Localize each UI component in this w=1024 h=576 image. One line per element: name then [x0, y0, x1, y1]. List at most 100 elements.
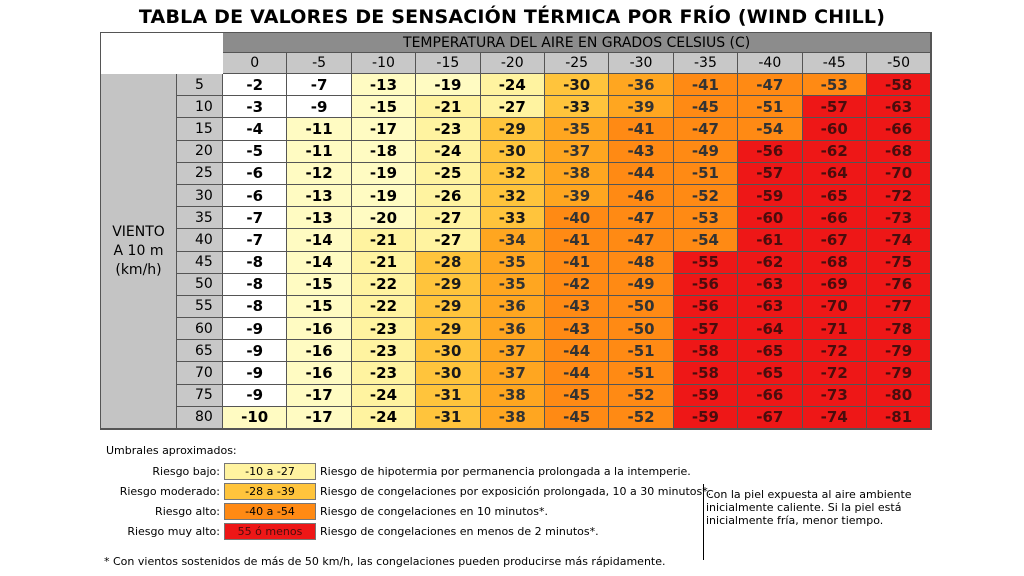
wind-speed-row-header: 15 — [177, 118, 223, 141]
wind-chill-cell: -21 — [416, 96, 481, 119]
wind-chill-cell: -75 — [866, 251, 932, 274]
wind-speed-row-header: 60 — [177, 318, 223, 341]
wind-chill-cell: -36 — [480, 295, 545, 319]
legend-row-moderate: Riesgo moderado: -28 a -39 Riesgo de con… — [100, 482, 711, 500]
wind-chill-cell: -5 — [223, 140, 288, 163]
wind-chill-cell: -58 — [673, 340, 739, 363]
wind-chill-cell: -43 — [544, 318, 610, 341]
wind-speed-row-header: 55 — [177, 295, 223, 319]
wind-chill-cell: -29 — [416, 273, 481, 296]
wind-chill-cell: -56 — [738, 140, 803, 163]
wind-chill-cell: -10 — [223, 406, 288, 429]
wind-chill-cell: -30 — [544, 74, 610, 97]
wind-chill-cell: -35 — [480, 251, 545, 274]
wind-chill-cell: -30 — [480, 140, 545, 163]
wind-chill-cell: -37 — [544, 140, 610, 163]
wind-chill-cell: -43 — [544, 295, 610, 319]
wind-chill-cell: -52 — [609, 406, 674, 429]
legend-label: Riesgo moderado: — [119, 484, 220, 498]
legend-description: Riesgo de congelaciones en 10 minutos*. — [320, 504, 548, 518]
wind-speed-row-header: 35 — [177, 207, 223, 230]
wind-chill-cell: -33 — [544, 96, 610, 119]
wind-chill-cell: -72 — [802, 362, 867, 385]
wind-chill-cell: -29 — [416, 318, 481, 341]
wind-chill-cell: -13 — [287, 184, 352, 208]
wind-chill-cell: -56 — [673, 295, 739, 319]
wind-chill-cell: -7 — [223, 207, 288, 230]
wind-chill-cell: -30 — [416, 362, 481, 385]
footnote: * Con vientos sostenidos de más de 50 km… — [104, 555, 666, 568]
wind-chill-cell: -54 — [673, 229, 739, 252]
wind-chill-cell: -32 — [480, 184, 545, 208]
wind-speed-row-header: 50 — [177, 273, 223, 296]
wind-chill-cell: -29 — [480, 118, 545, 141]
legend-swatch: 55 ó menos — [224, 522, 316, 540]
wind-chill-cell: -32 — [480, 162, 545, 185]
wind-chill-cell: -70 — [802, 295, 867, 319]
wind-chill-cell: -65 — [738, 362, 803, 385]
wind-chill-cell: -72 — [802, 340, 867, 363]
wind-chill-cell: -15 — [351, 96, 417, 119]
wind-chill-cell: -53 — [802, 74, 867, 97]
wind-chill-cell: -7 — [223, 229, 288, 252]
wind-label-line: (km/h) — [115, 261, 162, 278]
wind-chill-cell: -43 — [609, 140, 674, 163]
wind-chill-cell: -44 — [544, 362, 610, 385]
wind-chill-cell: -16 — [287, 362, 352, 385]
wind-label-line: A 10 m — [113, 242, 164, 259]
wind-chill-cell: -71 — [802, 318, 867, 341]
wind-label-line: VIENTO — [112, 223, 165, 240]
wind-chill-cell: -33 — [480, 207, 545, 230]
legend-description: Riesgo de congelaciones por exposición p… — [320, 484, 712, 498]
wind-chill-cell: -20 — [351, 207, 417, 230]
legend-label: Riesgo alto: — [155, 504, 220, 518]
wind-chill-cell: -66 — [866, 118, 932, 141]
wind-chill-cell: -9 — [223, 362, 288, 385]
wind-chill-cell: -9 — [223, 340, 288, 363]
wind-chill-cell: -3 — [223, 96, 288, 119]
wind-chill-cell: -18 — [351, 140, 417, 163]
wind-chill-cell: -60 — [802, 118, 867, 141]
temperature-column-header: -25 — [544, 53, 610, 74]
wind-speed-row-header: 65 — [177, 340, 223, 363]
wind-speed-row-header: 75 — [177, 384, 223, 407]
wind-chill-cell: -52 — [673, 184, 739, 208]
legend-title: Umbrales aproximados: — [106, 444, 237, 457]
wind-chill-cell: -45 — [673, 96, 739, 119]
temperature-column-header: -20 — [480, 53, 545, 74]
wind-chill-cell: -78 — [866, 318, 932, 341]
wind-chill-cell: -29 — [416, 295, 481, 319]
wind-chill-cell: -47 — [673, 118, 739, 141]
wind-chill-cell: -31 — [416, 384, 481, 407]
wind-chill-cell: -26 — [416, 184, 481, 208]
wind-chill-cell: -38 — [480, 406, 545, 429]
wind-speed-row-header: 80 — [177, 406, 223, 429]
wind-chill-cell: -31 — [416, 406, 481, 429]
wind-chill-cell: -15 — [287, 273, 352, 296]
wind-chill-cell: -74 — [802, 406, 867, 429]
wind-speed-row-header: 40 — [177, 229, 223, 252]
wind-chill-cell: -38 — [544, 162, 610, 185]
legend-description: Riesgo de hipotermia por permanencia pro… — [320, 464, 691, 478]
wind-chill-cell: -52 — [609, 384, 674, 407]
wind-chill-cell: -22 — [351, 295, 417, 319]
wind-chill-cell: -16 — [287, 340, 352, 363]
wind-chill-cell: -45 — [544, 406, 610, 429]
wind-chill-table: TEMPERATURA DEL AIRE EN GRADOS CELSIUS (… — [100, 32, 933, 430]
wind-chill-cell: -23 — [351, 340, 417, 363]
wind-chill-cell: -63 — [866, 96, 932, 119]
wind-chill-cell: -73 — [802, 384, 867, 407]
wind-chill-cell: -14 — [287, 229, 352, 252]
legend-note: Con la piel expuesta al aire ambiente in… — [706, 488, 912, 527]
wind-chill-cell: -49 — [673, 140, 739, 163]
wind-chill-cell: -36 — [480, 318, 545, 341]
wind-chill-cell: -42 — [544, 273, 610, 296]
wind-chill-cell: -37 — [480, 362, 545, 385]
wind-chill-cell: -24 — [351, 384, 417, 407]
wind-chill-cell: -21 — [351, 251, 417, 274]
wind-chill-cell: -34 — [480, 229, 545, 252]
wind-chill-cell: -70 — [866, 162, 932, 185]
wind-chill-cell: -76 — [866, 273, 932, 296]
wind-chill-cell: -67 — [738, 406, 803, 429]
wind-chill-cell: -36 — [609, 74, 674, 97]
